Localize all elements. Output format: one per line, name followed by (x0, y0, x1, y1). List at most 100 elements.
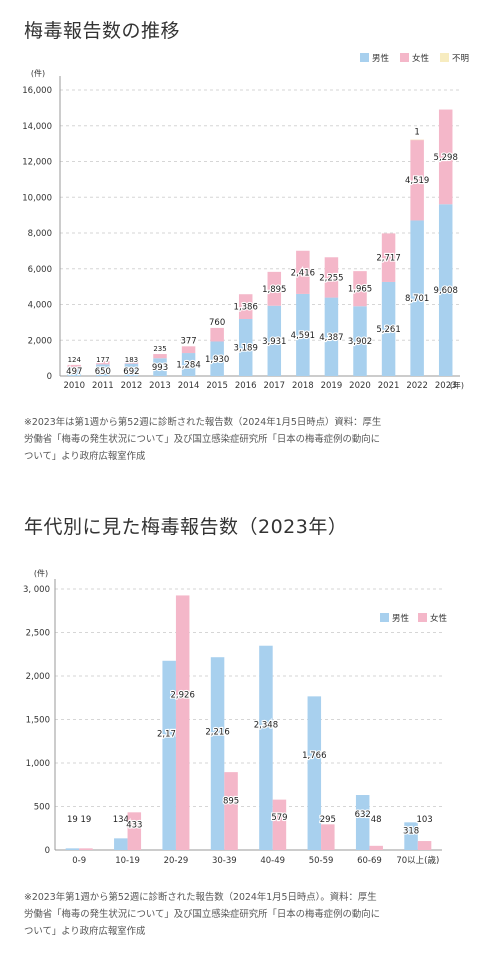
x-tick-label: 60-69 (357, 856, 382, 866)
bar-segment (67, 364, 82, 368)
x-tick-label: 2020 (349, 381, 371, 391)
y-tick-label: 8,000 (28, 229, 52, 239)
data-label: 632 (355, 810, 371, 820)
x-tick-label: 20-29 (164, 856, 189, 866)
y-tick-label: 6,000 (28, 265, 52, 275)
data-label-female: 1,386 (234, 303, 258, 313)
bar-segment (210, 341, 224, 376)
bar-segment (267, 305, 282, 376)
chart2-title: 年代別に見た梅毒報告数（2023年） (24, 516, 348, 538)
bar-segment (296, 293, 310, 376)
bar-segment (238, 318, 253, 376)
legend-label: 男性 (372, 53, 390, 64)
bar-segment (381, 233, 396, 282)
data-label-male: 692 (123, 367, 139, 377)
bar-male (65, 848, 80, 850)
data-label-female: 5,298 (434, 153, 458, 163)
data-label-male: 1,930 (205, 355, 229, 365)
x-axis-unit-label: (年) (450, 380, 464, 390)
data-label: 433 (126, 820, 142, 830)
x-tick-label: 2015 (206, 381, 228, 391)
bar-segment (96, 361, 110, 365)
x-tick-label: 2018 (292, 381, 314, 391)
data-label: 2,926 (171, 690, 195, 700)
legend-swatch (418, 613, 427, 622)
bar-male (404, 822, 418, 850)
data-label-male: 4,591 (291, 331, 315, 341)
bar-segment (324, 257, 339, 298)
x-tick-label: 2021 (378, 381, 400, 391)
chart2-note-line: ※2023年第1週から第52週に診断された報告数（2024年1月5日時点）。資料… (24, 892, 377, 903)
data-label-male: 4,387 (319, 333, 343, 343)
y-tick-label: 0 (45, 846, 50, 856)
data-label-female: 235 (153, 345, 166, 353)
y-tick-label: 2,000 (28, 336, 52, 346)
chart1-note-line: ※2023年は第1週から第52週に診断された報告数（2024年1月5日時点）資料… (24, 417, 382, 428)
data-label-male: 8,701 (405, 294, 429, 304)
x-tick-label: 70以上(歳) (396, 855, 439, 866)
data-label: 19 (81, 815, 92, 825)
x-tick-label: 0-9 (72, 856, 86, 866)
legend-swatch (360, 53, 369, 62)
legend-label: 男性 (392, 613, 410, 624)
y-tick-label: 3, 000 (23, 585, 50, 595)
data-label-female: 2,717 (376, 254, 400, 264)
x-tick-label: 2013 (149, 381, 171, 391)
bar-male (210, 657, 225, 850)
data-label: 48 (371, 815, 382, 825)
data-label: 2,216 (205, 727, 229, 737)
bar-segment (410, 139, 424, 141)
bar-male (307, 696, 322, 850)
y-tick-label: 16,000 (22, 86, 52, 96)
y-tick-label: 500 (34, 803, 50, 813)
x-tick-label: 40-49 (260, 856, 285, 866)
bar-segment (410, 220, 424, 376)
x-tick-label: 2022 (406, 381, 428, 391)
bar-female (417, 841, 432, 850)
x-tick-label: 30-39 (212, 856, 237, 866)
y-axis-label: (件) (34, 568, 48, 578)
bar-segment (353, 271, 367, 307)
chart1-note-line: 労働省「梅毒の発生状況について」及び国立感染症研究所「日本の梅毒症例の動向に (24, 434, 380, 445)
data-label: 1,766 (302, 751, 326, 761)
data-label: 895 (223, 796, 239, 806)
bar-male (259, 645, 273, 850)
bar-segment (438, 204, 453, 376)
y-tick-label: 0 (47, 372, 52, 382)
data-label-female: 183 (125, 356, 138, 364)
bar-female (224, 772, 238, 850)
x-tick-label: 10-19 (115, 856, 140, 866)
bar-segment (324, 297, 339, 376)
data-label-unknown: 1 (414, 128, 419, 138)
data-label: 295 (320, 815, 336, 825)
bar-female (127, 812, 142, 850)
chart2-note-line: ついて」より政府広報室作成 (24, 926, 146, 937)
bar-segment (238, 294, 253, 319)
data-label-male: 1,284 (176, 361, 200, 371)
x-tick-label: 2012 (121, 381, 143, 391)
bar-segment (410, 139, 424, 221)
bar-male (162, 660, 176, 850)
data-label-female: 124 (68, 356, 82, 364)
bar-segment (353, 306, 367, 376)
bar-female (369, 845, 383, 850)
y-tick-label: 12,000 (22, 158, 52, 168)
bar-male (355, 795, 370, 850)
bar-segment (210, 327, 224, 342)
x-tick-label: 2019 (321, 381, 343, 391)
x-tick-label: 2010 (63, 381, 85, 391)
bar-female (272, 799, 287, 850)
bar-male (114, 838, 128, 850)
y-tick-label: 2,000 (26, 672, 50, 682)
data-label-female: 377 (180, 336, 196, 346)
data-label: 134 (113, 815, 129, 825)
bar-female (321, 824, 335, 850)
data-label-male: 650 (95, 367, 111, 377)
chart2-note: ※2023年第1週から第52週に診断された報告数（2024年1月5日時点）。資料… (24, 889, 464, 940)
data-label-female: 2,255 (319, 273, 343, 283)
legend-swatch (380, 613, 389, 622)
data-label-male: 993 (152, 363, 168, 373)
bar-segment (67, 367, 82, 376)
data-label-male: 3,902 (348, 337, 372, 347)
data-label-female: 760 (209, 318, 225, 328)
